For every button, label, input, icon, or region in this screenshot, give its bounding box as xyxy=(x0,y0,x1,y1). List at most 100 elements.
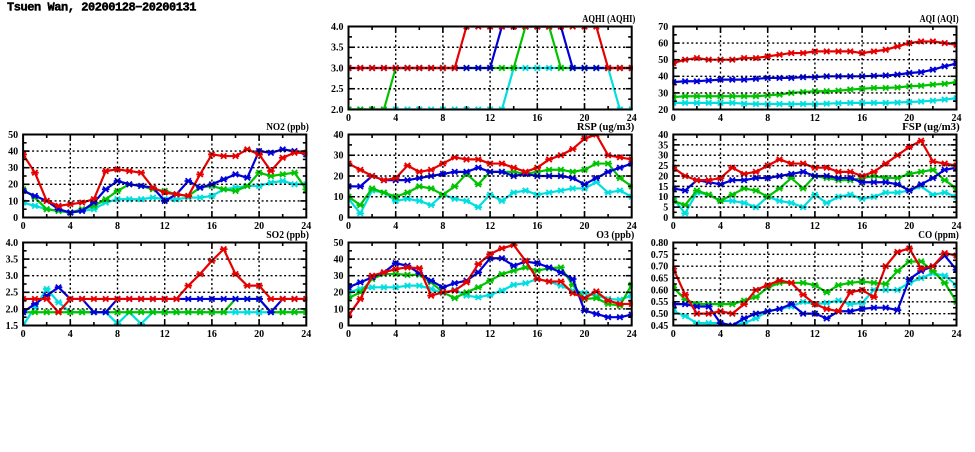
svg-text:0.60: 0.60 xyxy=(651,285,669,296)
svg-text:20: 20 xyxy=(580,221,590,232)
svg-text:20: 20 xyxy=(580,113,590,124)
svg-text:0: 0 xyxy=(671,329,676,340)
svg-text:4: 4 xyxy=(68,221,73,232)
svg-text:20: 20 xyxy=(8,180,18,191)
svg-text:0: 0 xyxy=(346,221,351,232)
svg-text:15: 15 xyxy=(658,182,668,193)
svg-text:SO2 (ppb): SO2 (ppb) xyxy=(266,230,309,241)
svg-text:10: 10 xyxy=(658,192,668,203)
svg-text:8: 8 xyxy=(765,329,770,340)
svg-text:60: 60 xyxy=(658,39,668,50)
svg-text:12: 12 xyxy=(485,113,495,124)
svg-text:12: 12 xyxy=(160,329,170,340)
svg-text:FSP (ug/m3): FSP (ug/m3) xyxy=(902,122,960,133)
svg-text:0: 0 xyxy=(663,213,668,224)
svg-text:40: 40 xyxy=(334,255,344,266)
svg-text:30: 30 xyxy=(334,271,344,282)
svg-text:8: 8 xyxy=(115,221,120,232)
svg-text:0: 0 xyxy=(21,329,26,340)
svg-text:12: 12 xyxy=(810,113,820,124)
svg-text:16: 16 xyxy=(207,221,217,232)
svg-text:50: 50 xyxy=(658,55,668,66)
svg-text:10: 10 xyxy=(334,192,344,203)
svg-text:24: 24 xyxy=(301,221,311,232)
svg-text:0.80: 0.80 xyxy=(651,238,669,249)
svg-text:40: 40 xyxy=(334,130,344,141)
svg-text:0.50: 0.50 xyxy=(651,309,669,320)
svg-text:4: 4 xyxy=(393,329,398,340)
svg-text:NO2 (ppb): NO2 (ppb) xyxy=(266,122,309,133)
svg-text:16: 16 xyxy=(857,221,867,232)
svg-text:30: 30 xyxy=(334,151,344,162)
svg-text:O3 (ppb): O3 (ppb) xyxy=(596,230,634,241)
svg-text:4: 4 xyxy=(718,113,723,124)
svg-text:24: 24 xyxy=(952,221,962,232)
svg-text:70: 70 xyxy=(658,22,668,33)
svg-text:3.0: 3.0 xyxy=(6,271,19,282)
svg-text:20: 20 xyxy=(254,329,264,340)
svg-text:0: 0 xyxy=(339,213,344,224)
svg-text:AQHI (AQHI): AQHI (AQHI) xyxy=(582,14,635,25)
svg-text:0.75: 0.75 xyxy=(651,250,669,261)
svg-text:0.70: 0.70 xyxy=(651,262,669,273)
svg-text:AQI (AQI): AQI (AQI) xyxy=(920,14,959,25)
svg-text:0.55: 0.55 xyxy=(651,297,669,308)
svg-text:3.0: 3.0 xyxy=(331,63,344,74)
svg-text:8: 8 xyxy=(765,113,770,124)
svg-text:2.5: 2.5 xyxy=(6,288,19,299)
svg-text:4: 4 xyxy=(393,221,398,232)
svg-text:CO (ppm): CO (ppm) xyxy=(918,230,959,241)
svg-text:2.5: 2.5 xyxy=(331,84,344,95)
svg-text:RSP (ug/m3): RSP (ug/m3) xyxy=(577,122,634,133)
svg-text:20: 20 xyxy=(254,221,264,232)
svg-text:16: 16 xyxy=(857,329,867,340)
svg-text:24: 24 xyxy=(627,113,637,124)
svg-text:40: 40 xyxy=(658,72,668,83)
svg-text:24: 24 xyxy=(301,329,311,340)
svg-text:8: 8 xyxy=(440,113,445,124)
svg-text:1.5: 1.5 xyxy=(6,321,19,332)
svg-text:24: 24 xyxy=(952,329,962,340)
svg-text:12: 12 xyxy=(160,221,170,232)
svg-text:20: 20 xyxy=(658,105,668,116)
svg-text:50: 50 xyxy=(8,130,18,141)
svg-text:8: 8 xyxy=(115,329,120,340)
svg-text:0: 0 xyxy=(671,113,676,124)
svg-text:30: 30 xyxy=(658,88,668,99)
svg-text:3.5: 3.5 xyxy=(331,43,344,54)
svg-text:4.0: 4.0 xyxy=(6,238,19,249)
svg-text:12: 12 xyxy=(810,329,820,340)
svg-text:30: 30 xyxy=(8,163,18,174)
svg-text:5: 5 xyxy=(663,203,668,214)
svg-text:3.5: 3.5 xyxy=(6,255,19,266)
svg-text:50: 50 xyxy=(334,238,344,249)
svg-text:24: 24 xyxy=(627,329,637,340)
svg-text:8: 8 xyxy=(440,221,445,232)
svg-text:0: 0 xyxy=(346,113,351,124)
svg-text:35: 35 xyxy=(658,140,668,151)
svg-text:8: 8 xyxy=(440,329,445,340)
svg-text:20: 20 xyxy=(904,221,914,232)
svg-text:16: 16 xyxy=(857,113,867,124)
svg-text:2.0: 2.0 xyxy=(331,105,344,116)
svg-text:20: 20 xyxy=(580,329,590,340)
svg-text:4: 4 xyxy=(393,113,398,124)
svg-text:16: 16 xyxy=(532,221,542,232)
svg-text:24: 24 xyxy=(952,113,962,124)
svg-text:12: 12 xyxy=(485,221,495,232)
svg-text:0.45: 0.45 xyxy=(651,321,669,332)
svg-text:20: 20 xyxy=(658,171,668,182)
svg-text:Tsuen Wan, 20200128−20200131: Tsuen Wan, 20200128−20200131 xyxy=(7,1,196,15)
svg-text:30: 30 xyxy=(658,151,668,162)
svg-text:0: 0 xyxy=(346,329,351,340)
svg-text:20: 20 xyxy=(334,288,344,299)
svg-text:16: 16 xyxy=(532,113,542,124)
svg-text:0: 0 xyxy=(21,221,26,232)
svg-text:8: 8 xyxy=(765,221,770,232)
svg-text:0: 0 xyxy=(13,213,18,224)
svg-text:4: 4 xyxy=(718,329,723,340)
svg-text:20: 20 xyxy=(334,171,344,182)
svg-text:40: 40 xyxy=(8,147,18,158)
svg-text:12: 12 xyxy=(810,221,820,232)
svg-text:4.0: 4.0 xyxy=(331,22,344,33)
